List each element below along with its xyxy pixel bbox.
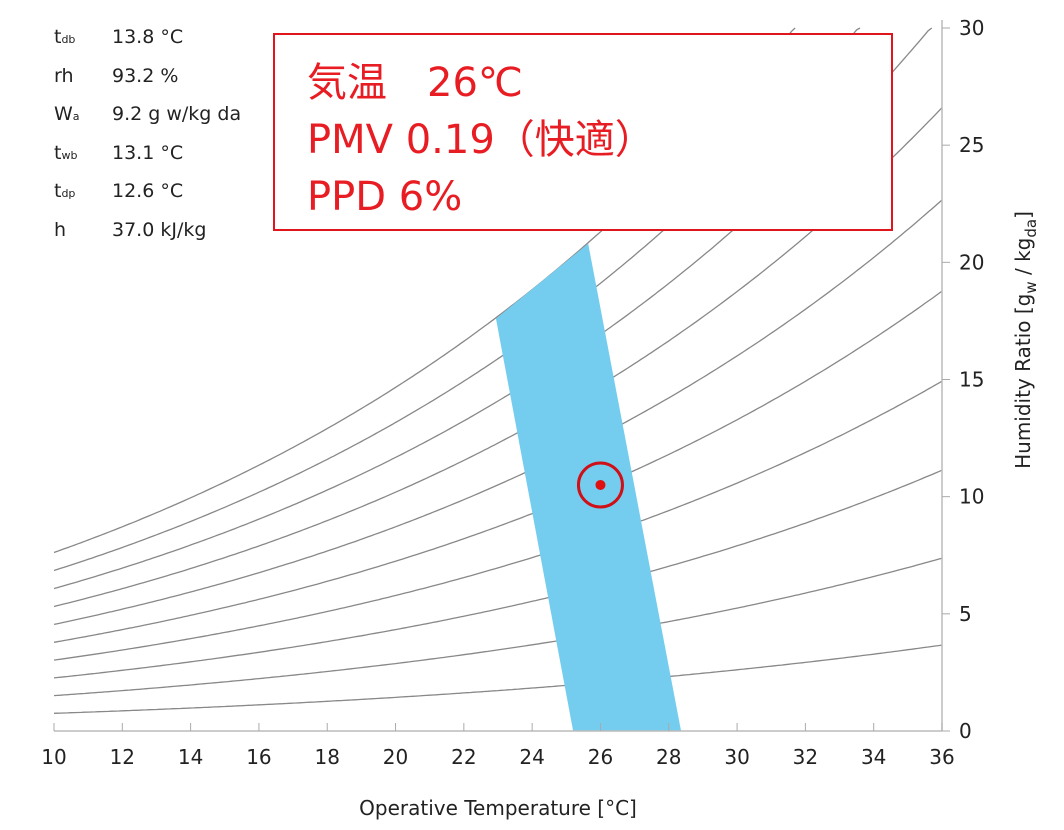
info-value: 9.2 g w/kg da: [112, 103, 242, 125]
info-value: 13.1 °C: [112, 141, 184, 164]
info-value: 12.6 °C: [112, 180, 184, 202]
rh-curve-40: [53, 380, 943, 661]
info-row: rh 93.2 %: [54, 65, 241, 104]
y-tick-label: 5: [959, 602, 972, 626]
x-tick-label: 16: [246, 745, 271, 769]
info-symbol: Wa: [54, 103, 80, 125]
info-symbol: h: [54, 218, 67, 241]
x-tick-label: 30: [724, 745, 749, 769]
annotation-box: 気温 26℃ PMV 0.19（快適） PPD 6%: [273, 33, 893, 231]
x-tick-label: 18: [315, 745, 340, 769]
rh-curve-10: [53, 644, 943, 714]
rh-curve-50: [53, 290, 943, 643]
rh-curve-30: [53, 469, 943, 679]
x-tick-label: 12: [110, 745, 135, 769]
state-point: [595, 479, 606, 490]
y-tick-label: 20: [959, 250, 984, 274]
y-tick-label: 30: [959, 16, 984, 40]
y-tick-label: 0: [959, 719, 972, 743]
info-symbol: rh: [54, 64, 74, 87]
state-point-ring: [576, 461, 624, 509]
annotation-ppd: PPD 6%: [307, 174, 463, 220]
annotation-temperature: 気温 26℃: [307, 60, 523, 106]
info-symbol: twb: [54, 141, 78, 164]
info-row: tdp 12.6 °C: [54, 180, 241, 219]
rh-curve-60: [53, 199, 943, 626]
x-tick-label: 20: [383, 745, 408, 769]
x-tick-label: 22: [451, 745, 476, 769]
y-tick-label: 15: [959, 368, 984, 392]
x-tick-label: 24: [519, 745, 544, 769]
info-row: twb 13.1 °C: [54, 142, 241, 181]
x-tick-label: 10: [41, 745, 66, 769]
x-tick-label: 26: [588, 745, 613, 769]
x-axis-label: Operative Temperature [°C]: [359, 796, 637, 820]
x-tick-label: 36: [929, 745, 954, 769]
info-value: 13.8 °C: [112, 26, 184, 48]
info-value: 93.2 %: [112, 64, 179, 87]
y-axis-label: Humidity Ratio [gw / kgda]: [1011, 211, 1040, 469]
rh-curve-70: [53, 107, 943, 608]
comfort-zone: [495, 243, 682, 731]
x-tick-label: 14: [178, 745, 203, 769]
rh-curve-20: [53, 557, 943, 697]
state-info-panel: tdb 13.8 °C rh 93.2 % Wa 9.2 g w/kg da twb 13.1…: [54, 26, 241, 257]
x-tick-label: 28: [656, 745, 681, 769]
x-tick-label: 32: [793, 745, 818, 769]
annotation-pmv: PMV 0.19（快適）: [307, 117, 655, 163]
info-symbol: tdb: [54, 26, 76, 48]
x-tick-label: 34: [861, 745, 886, 769]
y-tick-label: 25: [959, 133, 984, 157]
info-row: Wa 9.2 g w/kg da: [54, 103, 241, 142]
y-tick-label: 10: [959, 485, 984, 509]
info-value: 37.0 kJ/kg: [112, 218, 207, 241]
info-row: h 37.0 kJ/kg: [54, 219, 241, 258]
info-symbol: tdp: [54, 180, 76, 202]
info-row: tdb 13.8 °C: [54, 26, 241, 65]
